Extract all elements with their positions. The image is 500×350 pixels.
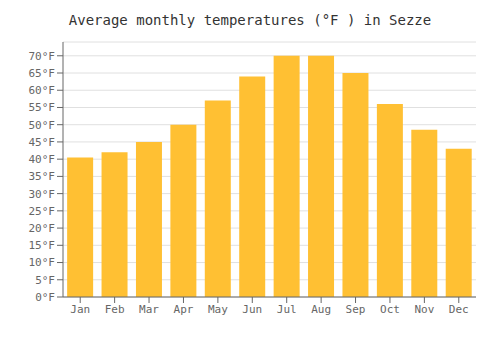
svg-text:20°F: 20°F — [29, 222, 56, 235]
svg-text:5°F: 5°F — [35, 274, 55, 287]
svg-text:60°F: 60°F — [29, 84, 56, 97]
svg-text:10°F: 10°F — [29, 256, 56, 269]
svg-text:15°F: 15°F — [29, 239, 56, 252]
svg-text:May: May — [208, 303, 228, 316]
svg-text:Jul: Jul — [277, 303, 297, 316]
svg-text:70°F: 70°F — [29, 50, 56, 63]
svg-text:Apr: Apr — [174, 303, 194, 316]
svg-text:Nov: Nov — [414, 303, 434, 316]
svg-text:Sep: Sep — [346, 303, 366, 316]
svg-text:25°F: 25°F — [29, 205, 56, 218]
svg-text:30°F: 30°F — [29, 188, 56, 201]
svg-text:55°F: 55°F — [29, 101, 56, 114]
svg-text:35°F: 35°F — [29, 170, 56, 183]
svg-text:Dec: Dec — [449, 303, 469, 316]
svg-text:Aug: Aug — [311, 303, 331, 316]
svg-text:Jun: Jun — [242, 303, 262, 316]
svg-text:Feb: Feb — [105, 303, 125, 316]
html-text:Average monthly temperatures (: Average monthly temperatures (°F ) in Se… — [68, 12, 432, 28]
svg-text:0°F: 0°F — [35, 291, 55, 304]
svg-text:50°F: 50°F — [29, 119, 56, 132]
svg-text:Oct: Oct — [380, 303, 400, 316]
svg-text:65°F: 65°F — [29, 67, 56, 80]
svg-text:45°F: 45°F — [29, 136, 56, 149]
svg-text:40°F: 40°F — [29, 153, 56, 166]
svg-text:Mar: Mar — [139, 303, 159, 316]
svg-text:Jan: Jan — [70, 303, 90, 316]
